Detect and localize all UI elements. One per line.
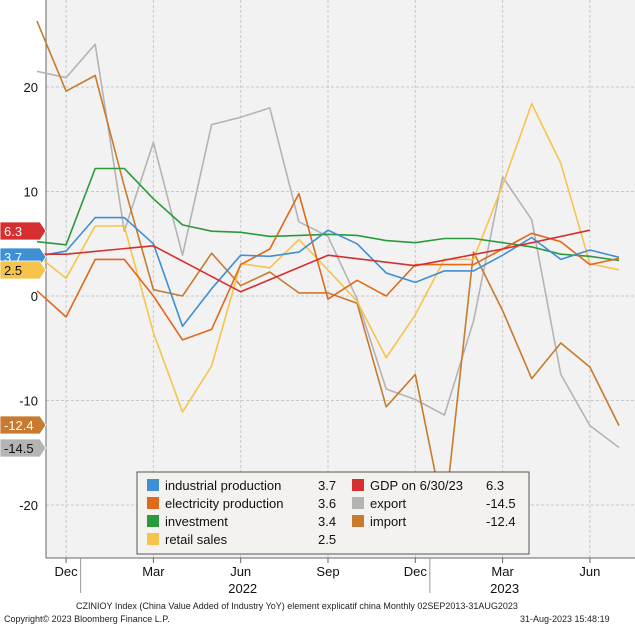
y-tick-label: 0 — [31, 289, 38, 304]
legend-value: 6.3 — [486, 478, 504, 493]
legend-swatch — [352, 497, 364, 509]
series-line-import — [36, 20, 620, 520]
legend-swatch — [147, 497, 159, 509]
legend-value: 3.6 — [318, 496, 336, 511]
y-tick-label: -20 — [19, 498, 38, 513]
legend-swatch — [352, 479, 364, 491]
footer-title: CZINIOY Index (China Value Added of Indu… — [76, 601, 518, 611]
x-tick-label: Dec — [55, 564, 79, 579]
y-axis: 20 10 0 -10 -20 — [19, 0, 635, 559]
legend-label: electricity production — [165, 496, 284, 511]
plot-background — [46, 0, 635, 558]
footer-copyright: Copyright© 2023 Bloomberg Finance L.P. — [4, 614, 170, 624]
value-tag: -14.5 — [0, 438, 47, 458]
series-line-electricity-production — [36, 192, 620, 341]
legend-value: -12.4 — [486, 514, 516, 529]
legend-swatch — [147, 515, 159, 527]
x-tick-label: Dec — [404, 564, 428, 579]
y-tick-label: 20 — [24, 80, 38, 95]
legend-swatch — [352, 515, 364, 527]
series-line-retail-sales — [36, 102, 620, 413]
value-tag-label: -12.4 — [4, 418, 34, 433]
x-tick-label: Jun — [230, 564, 251, 579]
x-tick-label: Sep — [316, 564, 339, 579]
legend-label: import — [370, 514, 407, 529]
y-tick-label: 10 — [24, 185, 38, 200]
legend-value: -14.5 — [486, 496, 516, 511]
legend-label: retail sales — [165, 532, 228, 547]
value-tag-label: -14.5 — [4, 441, 34, 456]
series-line-gdp-on-6-30-23 — [37, 229, 591, 293]
legend-label: investment — [165, 514, 228, 529]
x-tick-label: Mar — [491, 564, 514, 579]
x-year-label: 2023 — [490, 581, 519, 596]
value-tag: 2.5 — [0, 260, 47, 280]
value-tag-label: 2.5 — [4, 263, 22, 278]
x-tick-label: Jun — [579, 564, 600, 579]
value-tag: -12.4 — [0, 415, 47, 435]
value-tags: 6.33.72.5-12.4-14.5 — [0, 221, 47, 458]
legend-label: export — [370, 496, 407, 511]
legend-value: 3.4 — [318, 514, 336, 529]
legend-box — [136, 471, 530, 555]
footer-timestamp: 31-Aug-2023 15:48:19 — [520, 614, 610, 624]
gridlines — [46, 0, 635, 558]
legend: industrial production 3.7 electricity prod… — [136, 471, 530, 555]
value-tag-label: 6.3 — [4, 224, 22, 239]
x-tick-label: Mar — [142, 564, 165, 579]
y-tick-label: -10 — [19, 394, 38, 409]
x-axis: Dec Mar Jun Sep Dec Mar Jun 2022 2023 — [55, 558, 600, 596]
series-lines — [36, 20, 620, 520]
legend-value: 3.7 — [318, 478, 336, 493]
series-line-export — [36, 43, 620, 449]
series-line-industrial-production — [36, 216, 620, 328]
legend-swatch — [147, 533, 159, 545]
legend-label: GDP on 6/30/23 — [370, 478, 463, 493]
legend-swatch — [147, 479, 159, 491]
legend-value: 2.5 — [318, 532, 336, 547]
value-tag: 6.3 — [0, 221, 47, 241]
legend-label: industrial production — [165, 478, 281, 493]
x-year-label: 2022 — [228, 581, 257, 596]
